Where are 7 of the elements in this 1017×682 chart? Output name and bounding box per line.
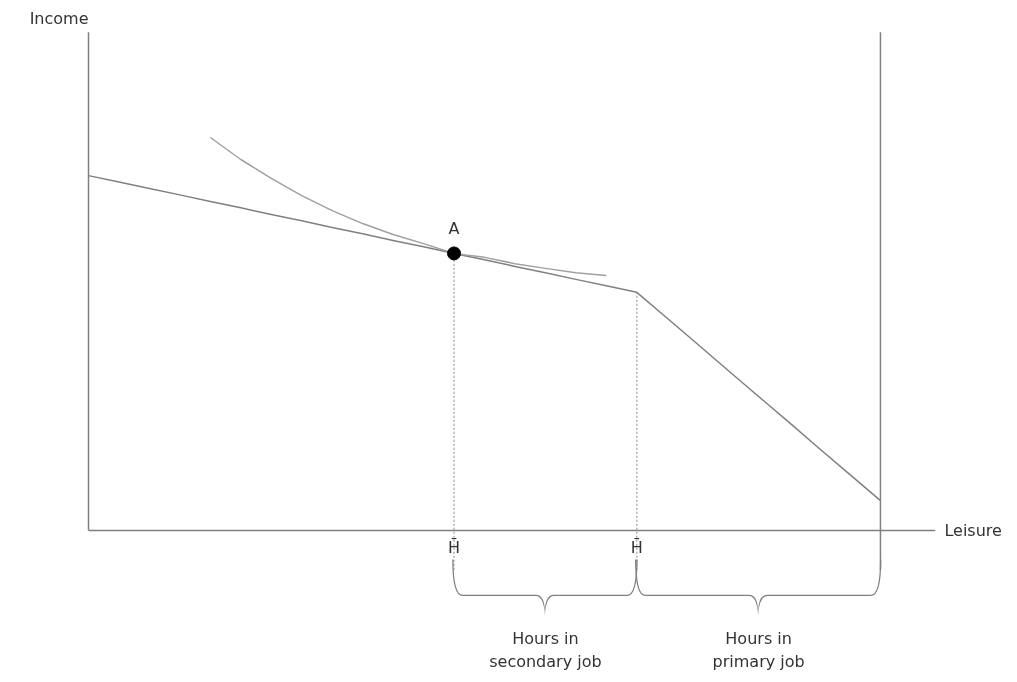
text: Income <box>29 9 89 29</box>
text: Hours in secondary job <box>489 628 602 671</box>
x-tick-label: H̄ <box>448 538 461 558</box>
x-axis-title: Leisure <box>944 521 1002 540</box>
text: Hours in primary job <box>712 628 805 671</box>
series-label: A <box>448 218 460 238</box>
x-tick-label: H̄ <box>630 538 643 558</box>
